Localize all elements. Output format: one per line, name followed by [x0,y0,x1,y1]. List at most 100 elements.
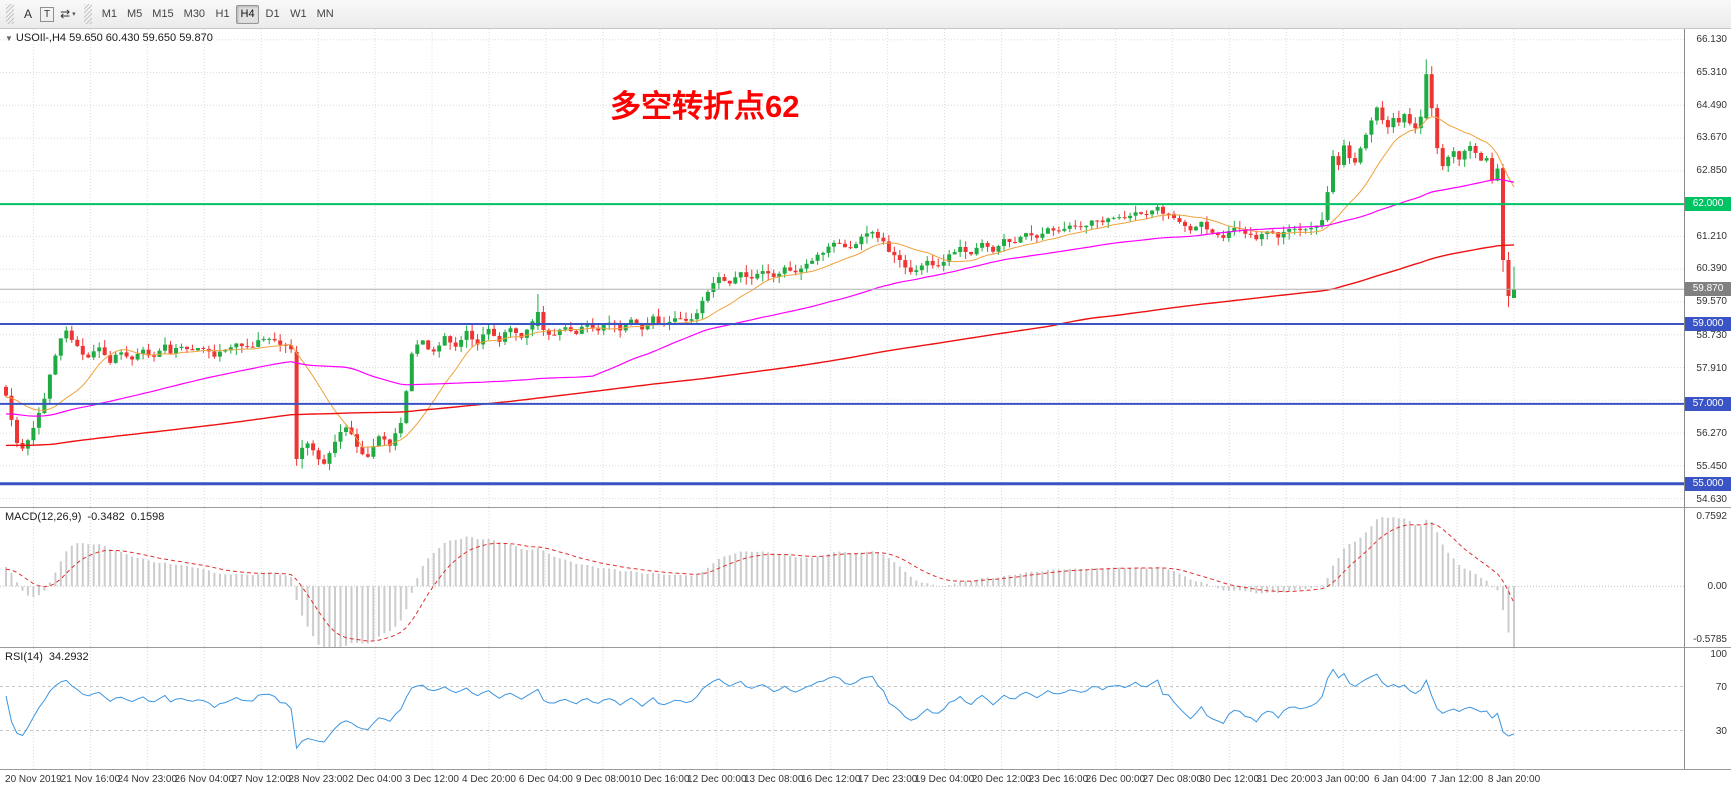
price-marker-badge: 59.870 [1685,282,1731,297]
macd-tick-label: 0.7592 [1696,511,1727,523]
time-tick-label: 26 Nov 04:00 [174,774,235,785]
time-tick-label: 12 Dec 00:00 [687,774,747,785]
time-tick-label: 8 Jan 20:00 [1487,774,1541,785]
price-tick-label: 66.130 [1696,33,1727,45]
timeframe-button-H4[interactable]: H4 [236,4,260,24]
price-tick-label: 59.570 [1696,296,1727,308]
macd-tick-label: -0.5785 [1693,634,1727,646]
rsi-value: 34.2932 [48,651,89,663]
moving-average-line-190 [5,244,1515,447]
price-axis: 66.130 65.310 64.490 63.670 62.850 61.210 60.3… [1684,29,1731,507]
rsi-tick-label: 30 [1715,725,1727,737]
rsi-label: RSI(14) [5,651,43,663]
time-tick-label: 20 Nov 2019 [5,774,62,785]
rsi-tick-label: 100 [1710,649,1727,660]
grid-lines [32,648,1515,769]
moving-average-line-13 [5,116,1515,448]
time-tick-label: 10 Dec 16:00 [630,774,690,785]
tool-a-button[interactable]: A [23,7,32,21]
time-tick-label: 2 Dec 04:00 [348,774,403,785]
time-tick-label: 3 Jan 00:00 [1317,774,1370,785]
time-tick-label: 9 Dec 08:00 [575,774,630,785]
price-tick-label: 64.490 [1696,99,1727,111]
macd-chart [0,508,1684,647]
price-tick-label: 57.910 [1696,362,1727,374]
chevron-down-icon: ▾ [72,11,76,18]
price-tick-label: 63.670 [1696,132,1727,144]
time-tick-label: 6 Jan 04:00 [1373,774,1427,785]
time-axis: 20 Nov 2019 21 Nov 16:00 24 Nov 23:00 26 No… [0,769,1731,791]
time-tick-label: 23 Dec 16:00 [1028,774,1089,785]
annotation-text: 多空转折点62 [610,89,800,124]
macd-value-main: -0.3482 [87,511,125,523]
time-tick-label: 30 Dec 12:00 [1199,774,1260,785]
time-tick-label: 20 Dec 12:00 [971,774,1032,785]
timeframe-button-H1[interactable]: H1 [215,7,230,20]
rsi-axis: 100 70 30 [1684,648,1731,769]
timeframe-button-M5[interactable]: M5 [126,7,143,20]
rsi-panel[interactable]: 100 70 30 RSI(14) 34.2932 [0,647,1731,769]
timeframe-button-W1[interactable]: W1 [290,7,307,20]
moving-average-line-55 [5,178,1515,417]
scale-arrows-icon: ⇄ [60,7,71,21]
toolbar: A T ⇄ ▾ M1 M5 M15 M30 H1 H4 D1 W1 MN [0,0,1731,29]
price-marker-badge: 57.000 [1685,396,1731,411]
timeframe-button-M30[interactable]: M30 [183,7,206,20]
time-tick-label: 17 Dec 23:00 [857,774,918,785]
macd-histogram [5,517,1515,647]
time-tick-label: 24 Nov 23:00 [117,774,178,785]
price-marker-badge: 62.000 [1685,197,1731,212]
time-tick-label: 7 Jan 12:00 [1430,774,1484,785]
timeframe-button-M15[interactable]: M15 [152,7,174,20]
time-tick-label: 6 Dec 04:00 [518,774,573,785]
symbol-ohlc-text: USOIl-,H4 59.650 60.430 59.650 59.870 [15,32,213,44]
rsi-line [5,668,1515,750]
macd-label: MACD(12,26,9) [5,511,82,523]
macd-signal-line [5,523,1515,642]
toolbar-grip-icon[interactable] [83,4,92,24]
macd-header: MACD(12,26,9) -0.3482 0.1598 [5,511,164,523]
price-tick-label: 65.310 [1696,66,1727,78]
macd-value-signal: 0.1598 [130,511,165,523]
price-tick-label: 54.630 [1696,493,1727,505]
timeframe-buttons: M1 M5 M15 M30 H1 H4 D1 W1 MN [97,4,339,24]
time-tick-label: 26 Dec 00:00 [1085,774,1146,785]
tool-text-button[interactable]: T [37,4,57,24]
main-chart-panel[interactable]: 66.130 65.310 64.490 63.670 62.850 61.210 60.3… [0,29,1731,507]
rsi-chart [0,648,1684,769]
price-marker-badge: 55.000 [1685,476,1731,491]
symbol-ohlc-header: ▼ USOIl-,H4 59.650 60.430 59.650 59.870 [5,32,213,44]
timeframe-button-D1[interactable]: D1 [265,7,280,20]
price-tick-label: 58.730 [1696,329,1727,341]
timeframe-button-MN[interactable]: MN [316,7,334,20]
marker-icon: ▼ [5,34,13,43]
tool-buttons: A T ⇄ ▾ [19,4,79,24]
time-tick-label: 3 Dec 12:00 [405,774,459,785]
time-tick-label: 31 Dec 20:00 [1256,774,1316,785]
price-tick-label: 61.210 [1696,230,1727,242]
candlesticks [4,59,1516,471]
time-tick-label: 28 Nov 23:00 [288,774,348,785]
toolbar-grip-icon[interactable] [6,4,14,24]
rsi-header: RSI(14) 34.2932 [5,651,89,663]
time-tick-label: 13 Dec 08:00 [743,774,804,785]
time-tick-label: 16 Dec 12:00 [800,774,861,785]
time-tick-label: 21 Nov 16:00 [60,774,121,785]
price-marker-badge: 59.000 [1685,316,1731,331]
time-tick-label: 19 Dec 04:00 [914,774,975,785]
time-tick-label: 27 Nov 12:00 [231,774,291,785]
price-tick-label: 62.850 [1696,165,1727,177]
price-tick-label: 60.390 [1696,263,1727,275]
macd-axis: 0.7592 0.00 -0.5785 [1684,508,1731,647]
time-tick-label: 27 Dec 08:00 [1142,774,1203,785]
candlestick-chart [0,29,1684,507]
scale-mode-button[interactable]: ⇄ ▾ [57,4,79,24]
timeframe-button-M1[interactable]: M1 [101,7,117,20]
time-tick-label: 4 Dec 20:00 [462,774,516,785]
macd-panel[interactable]: 0.7592 0.00 -0.5785 MACD(12,26,9) -0.3482 0.… [0,507,1731,647]
price-tick-label: 55.450 [1696,460,1727,472]
price-tick-label: 56.270 [1696,428,1727,440]
macd-tick-label: 0.00 [1707,581,1727,593]
rsi-tick-label: 70 [1715,681,1727,693]
